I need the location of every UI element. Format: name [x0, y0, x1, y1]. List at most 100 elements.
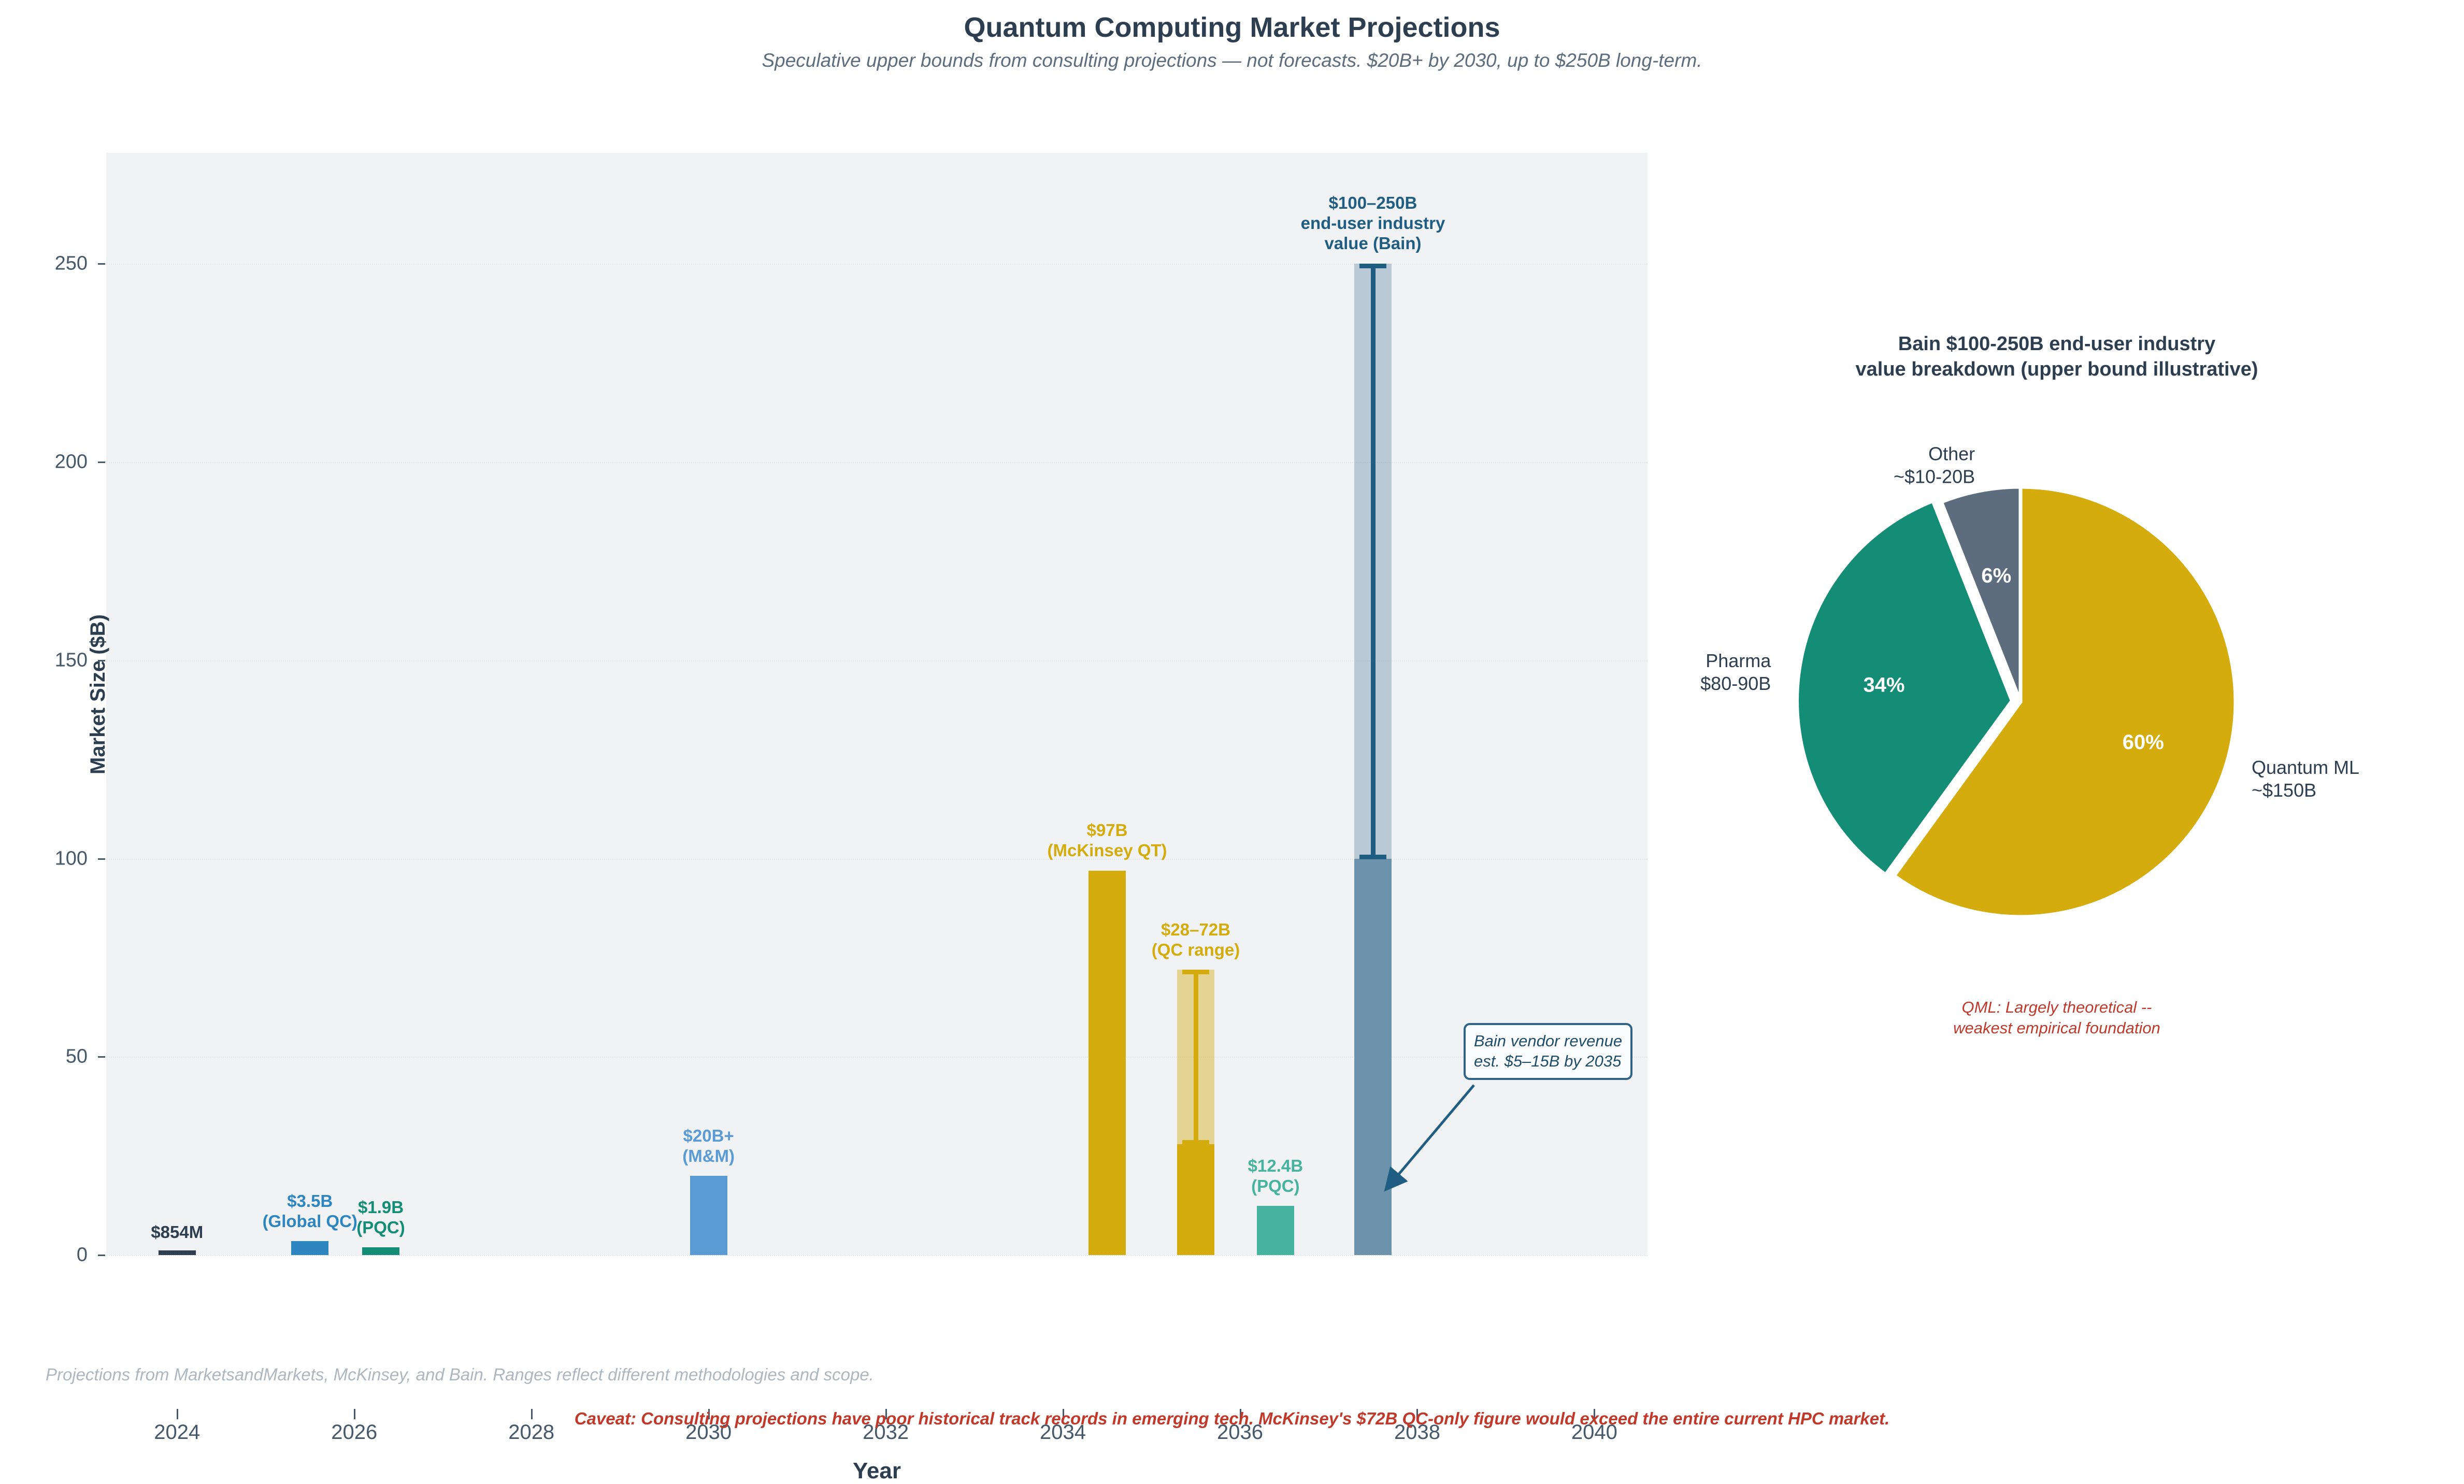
error-bar-cap: [1359, 854, 1386, 859]
pie-outer-label-3: Other ~$10-20B: [1894, 443, 1975, 487]
bar-3[interactable]: [362, 1247, 399, 1255]
pie-percent-label-2: 34%: [1863, 674, 1904, 697]
error-bar-line: [1370, 264, 1376, 859]
bar-5[interactable]: [1088, 870, 1126, 1255]
y-tick-mark: [98, 1255, 105, 1256]
plot-area: $854M $3.5B (Global QC) $1.9B (PQC) $20B+ (M&M…: [106, 153, 1648, 1257]
pie-slice-2[interactable]: [1795, 498, 2014, 877]
y-axis-label: Market Size ($B): [87, 614, 109, 774]
bar-4[interactable]: [690, 1175, 727, 1255]
bar-7[interactable]: [1256, 1206, 1294, 1255]
caveat-note: Caveat: Consulting projections have poor…: [574, 1409, 1890, 1428]
bar-value-label: $854M: [151, 1222, 203, 1243]
bar-label-line-2: (McKinsey QT): [1047, 841, 1167, 860]
x-tick-mark: [531, 1409, 533, 1419]
bar-value-label: $1.9B (PQC): [356, 1198, 405, 1238]
x-tick-mark: [1239, 1409, 1241, 1419]
bar-1[interactable]: [158, 1250, 196, 1255]
y-gridline: [106, 1255, 1648, 1257]
pie-title-line-2: value breakdown (upper bound illustrativ…: [1855, 358, 2258, 381]
x-tick-label: 2032: [863, 1421, 909, 1444]
x-tick-mark: [885, 1409, 887, 1419]
bar-label-line-1: $28–72B: [1161, 919, 1230, 939]
bar-label-line-1: $3.5B: [287, 1191, 333, 1211]
bar-label-line-2: (M&M): [682, 1146, 735, 1165]
y-tick-label: 200: [54, 451, 88, 473]
y-tick-mark: [98, 263, 105, 265]
y-tick-mark: [98, 858, 105, 860]
annotation-arrow: [1384, 1084, 1475, 1192]
x-tick-label: 2036: [1217, 1421, 1263, 1444]
x-tick-label: 2024: [154, 1421, 200, 1444]
bar-6[interactable]: [1177, 1144, 1214, 1255]
y-tick-label: 100: [54, 847, 88, 870]
bar-label-line-3: value (Bain): [1324, 234, 1422, 253]
y-tick-mark: [98, 1056, 105, 1058]
figure-canvas: Quantum Computing Market Projections Spe…: [46, 12, 2461, 1483]
pie-chart-svg: 60% Quantum ML ~$150B 34% Pharma $80-90B 6% Oth…: [1700, 443, 2359, 919]
y-gridline: [106, 858, 1648, 861]
bar-label-line-1: $854M: [151, 1222, 204, 1242]
pie-slice-1[interactable]: [1892, 485, 2238, 919]
source-footnote: Projections from MarketsandMarkets, McKi…: [46, 1365, 874, 1384]
x-tick-mark: [708, 1409, 710, 1419]
x-tick-mark: [176, 1409, 178, 1419]
x-tick-label: 2040: [1571, 1421, 1617, 1444]
bar-label-line-2: (PQC): [1251, 1176, 1300, 1196]
x-tick-mark: [1062, 1409, 1064, 1419]
bar-label-line-1: $20B+: [683, 1126, 734, 1145]
x-tick-label: 2026: [331, 1421, 378, 1444]
error-bar-line: [1194, 969, 1199, 1144]
bar-label-line-1: $12.4B: [1248, 1156, 1303, 1176]
annotation-box: Bain vendor revenue est. $5–15B by 2035: [1464, 1023, 1633, 1080]
bar-2[interactable]: [291, 1241, 329, 1255]
pie-caption-line-2: weakest empirical foundation: [1953, 1019, 2160, 1038]
x-tick-mark: [1416, 1409, 1419, 1419]
pie-caption-line-1: QML: Largely theoretical --: [1961, 998, 2152, 1016]
bar-8[interactable]: [1354, 858, 1392, 1255]
bar-label-line-2: (QC range): [1151, 940, 1240, 959]
bar-value-label: $12.4B (PQC): [1248, 1156, 1303, 1197]
page-subtitle: Speculative upper bounds from consulting…: [762, 50, 1702, 71]
bar-label-line-2: end-user industry: [1300, 213, 1445, 233]
pie-percent-label-3: 6%: [1981, 564, 2011, 587]
x-tick-label: 2028: [508, 1421, 555, 1444]
annotation-line-1: Bain vendor revenue: [1474, 1032, 1623, 1050]
bar-chart-axes: $854M $3.5B (Global QC) $1.9B (PQC) $20B+ (M&M…: [55, 153, 1648, 1483]
y-gridline: [106, 1057, 1648, 1059]
error-bar-cap: [1359, 264, 1386, 269]
y-tick-label: 0: [76, 1244, 88, 1266]
bar-value-label: $20B+ (M&M): [682, 1126, 735, 1166]
pie-outer-label-1: Quantum ML ~$150B: [2252, 757, 2359, 801]
x-tick-mark: [353, 1409, 355, 1419]
bar-value-label: $28–72B (QC range): [1152, 920, 1240, 960]
bar-value-label: $3.5B (Global QC): [263, 1191, 357, 1232]
x-tick-label: 2030: [685, 1421, 732, 1444]
error-bar-cap: [1182, 969, 1209, 974]
x-tick-mark: [1594, 1409, 1596, 1419]
y-tick-label: 250: [54, 252, 88, 275]
bar-label-line-2: (PQC): [356, 1218, 405, 1237]
annotation-line-2: est. $5–15B by 2035: [1474, 1051, 1622, 1070]
x-tick-label: 2038: [1394, 1421, 1440, 1444]
y-tick-label: 50: [65, 1045, 88, 1068]
pie-caption: QML: Largely theoretical -- weakest empi…: [1653, 997, 2461, 1039]
bar-value-label: $100–250B end-user industry value (Bain): [1301, 193, 1445, 254]
pie-chart-panel: Bain $100-250B end-user industry value b…: [1653, 153, 2461, 1255]
bar-value-label: $97B (McKinsey QT): [1048, 820, 1167, 861]
bar-label-line-1: $97B: [1086, 820, 1128, 840]
y-tick-mark: [98, 462, 105, 464]
bar-label-line-2: (Global QC): [262, 1212, 357, 1231]
y-gridline: [106, 462, 1648, 464]
pie-title-line-1: Bain $100-250B end-user industry: [1898, 333, 2216, 355]
y-gridline: [106, 660, 1648, 662]
page-title: Quantum Computing Market Projections: [964, 12, 1500, 43]
bar-label-line-1: $1.9B: [357, 1198, 404, 1217]
y-tick-label: 150: [54, 649, 88, 671]
y-gridline: [106, 264, 1648, 266]
pie-chart-title: Bain $100-250B end-user industry value b…: [1653, 332, 2461, 383]
pie-percent-label-1: 60%: [2123, 731, 2164, 754]
y-tick-mark: [98, 659, 105, 661]
pie-slice-3[interactable]: [1939, 485, 2023, 703]
x-axis-label: Year: [853, 1458, 901, 1483]
